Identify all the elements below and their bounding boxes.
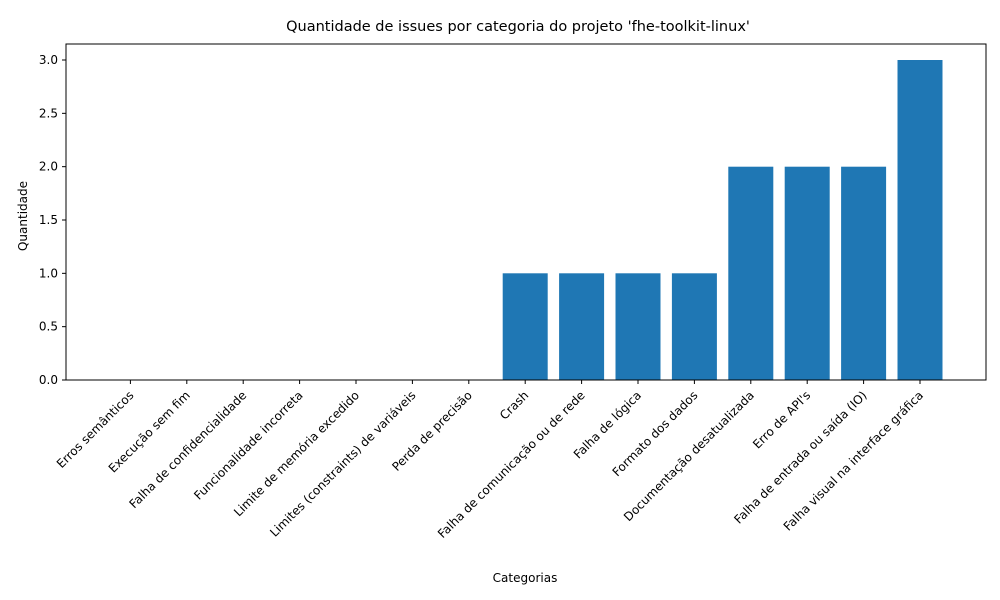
- bar-11: [671, 273, 717, 380]
- y-tick-label: 2.0: [39, 160, 58, 174]
- plot-area: [502, 60, 943, 380]
- x-tick-label: Falha de confidencialidade: [126, 388, 249, 511]
- y-tick-label: 2.5: [39, 106, 58, 120]
- bar-13: [784, 166, 830, 380]
- y-axis: 0.0 0.5 1.0 1.5 2.0 2.5 3.0: [39, 53, 66, 387]
- bar-15: [897, 60, 943, 380]
- y-axis-label: Quantidade: [16, 181, 30, 251]
- bar-14: [841, 166, 887, 380]
- y-tick-label: 3.0: [39, 53, 58, 67]
- plot-frame: [65, 43, 987, 381]
- x-axis-label: Categorias: [493, 571, 558, 585]
- bar-9: [559, 273, 605, 380]
- y-tick-label: 0.5: [39, 320, 58, 334]
- bar-12: [728, 166, 774, 380]
- y-tick-label: 1.5: [39, 213, 58, 227]
- x-tick-label: Erro de API's: [750, 388, 813, 451]
- y-tick-label: 0.0: [39, 373, 58, 387]
- x-tick-label: Funcionalidade incorreta: [191, 388, 305, 502]
- y-tick-label: 1.0: [39, 266, 58, 280]
- chart-title: Quantidade de issues por categoria do pr…: [286, 19, 750, 35]
- bar-8: [502, 273, 548, 380]
- bar-10: [615, 273, 661, 380]
- x-tick-label: Crash: [497, 388, 531, 422]
